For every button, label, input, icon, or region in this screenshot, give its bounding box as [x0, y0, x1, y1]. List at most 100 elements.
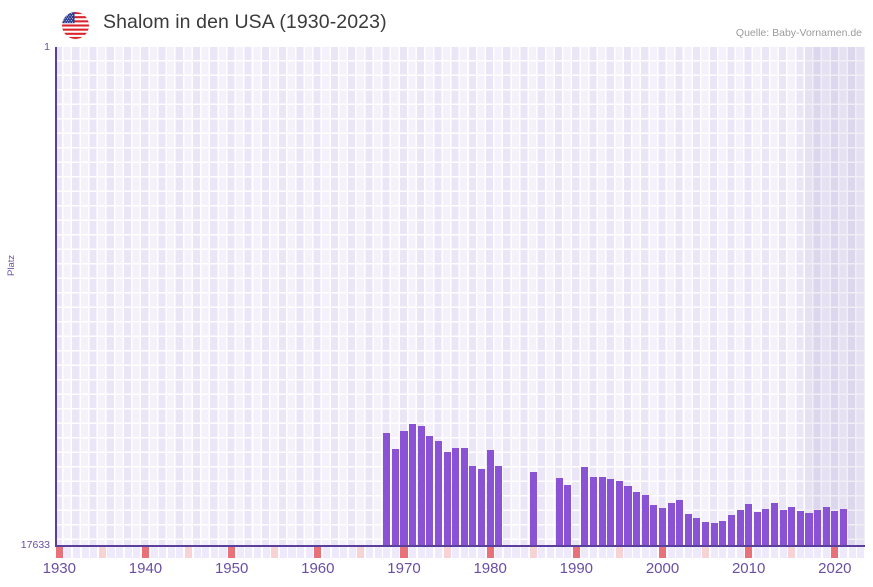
x-axis-tick [805, 547, 813, 558]
x-axis-tick [107, 547, 115, 558]
y-axis-line [55, 47, 57, 545]
x-axis-tick [650, 547, 658, 558]
x-axis-tick [693, 547, 701, 558]
x-axis-tick [81, 547, 89, 558]
bar [478, 468, 486, 545]
x-axis-tick [176, 547, 184, 558]
x-axis-tick [503, 547, 511, 558]
x-axis-tick-label: 1990 [559, 560, 594, 577]
bar [434, 441, 442, 545]
bar [417, 426, 425, 545]
x-axis-tick [391, 547, 399, 558]
bar [598, 477, 606, 545]
x-axis-tick [495, 547, 503, 558]
x-axis-tick [719, 547, 727, 558]
x-axis-tick [822, 547, 830, 558]
bar [684, 513, 692, 545]
x-axis-tick [236, 547, 244, 558]
x-axis-tick [581, 547, 589, 558]
bar [719, 520, 727, 545]
x-axis-tick [598, 547, 606, 558]
x-axis-tick-label: 1950 [214, 560, 249, 577]
bar [839, 509, 847, 545]
plot-area [55, 47, 865, 545]
x-axis-tick [788, 547, 796, 558]
x-axis-labels: 1930 1940 1950 1960 1970 1980 1990 2000 2010 2020 [43, 560, 865, 585]
bar [779, 510, 787, 545]
bar [676, 500, 684, 545]
bar [770, 503, 779, 545]
bar [452, 447, 460, 545]
x-axis-tick [417, 547, 425, 558]
x-axis-tick [607, 547, 615, 558]
x-axis-tick [667, 547, 675, 558]
bar [710, 522, 718, 545]
y-axis-max-label-wrap: 1 [0, 42, 50, 54]
x-axis-tick [185, 547, 193, 558]
bar [641, 495, 649, 545]
x-axis-tick [624, 547, 632, 558]
x-axis-tick [452, 547, 460, 558]
x-axis-tick [745, 547, 753, 558]
x-axis-tick [460, 547, 468, 558]
x-axis-tick [555, 547, 563, 558]
y-axis-max-label: 1 [44, 41, 50, 53]
x-axis-tick [141, 547, 150, 558]
x-axis-tick-label: 1970 [387, 560, 421, 577]
x-axis-tick [322, 547, 330, 558]
y-axis-min-label: 17633 [20, 538, 50, 551]
x-axis-tick [90, 547, 98, 558]
bar [796, 510, 804, 545]
x-axis-tick [796, 547, 804, 558]
bar [564, 485, 572, 545]
x-axis-tick [253, 547, 262, 558]
x-axis-tick [305, 547, 313, 558]
bar [495, 466, 503, 545]
x-axis-tick [202, 547, 210, 558]
bar [727, 514, 735, 545]
x-axis-tick [521, 547, 529, 558]
bar [409, 424, 417, 545]
x-axis-tick [814, 547, 822, 558]
x-axis-tick [512, 547, 520, 558]
x-axis-tick [702, 547, 710, 558]
x-axis-tick [546, 547, 555, 558]
x-axis-tick [124, 547, 132, 558]
x-axis-tick [150, 547, 158, 558]
x-axis-tick-label: 2020 [818, 560, 852, 577]
bar [400, 431, 408, 545]
bar [486, 450, 494, 545]
y-axis-title: Platz [6, 254, 17, 276]
bar [822, 506, 830, 545]
x-axis-tick [590, 547, 598, 558]
bar [615, 481, 623, 545]
x-axis-tick-label: 2010 [731, 560, 766, 577]
bar [469, 466, 477, 545]
x-axis-tick [641, 547, 649, 558]
x-axis-tick-label: 1960 [301, 560, 335, 577]
x-axis-tick [443, 547, 451, 558]
x-axis-tick [684, 547, 692, 558]
bar [650, 504, 658, 545]
x-axis-tick-label: 1930 [42, 560, 76, 577]
x-axis-tick [736, 547, 744, 558]
x-axis-tick [615, 547, 623, 558]
x-axis-tick [676, 547, 684, 558]
x-axis-ticks [55, 547, 865, 558]
grid-lines [55, 47, 865, 545]
x-axis-tick [279, 547, 287, 558]
x-axis-tick [159, 547, 167, 558]
x-axis-tick [383, 547, 391, 558]
x-axis-tick [357, 547, 365, 558]
bar [736, 509, 744, 545]
bar [814, 510, 822, 545]
bar [460, 447, 468, 545]
chart-header: Shalom in den USA (1930-2023) Quelle: Ba… [0, 0, 873, 47]
source-attribution: Quelle: Baby-Vornamen.de [735, 27, 862, 39]
bar [753, 511, 761, 545]
bar [581, 466, 589, 545]
x-axis-tick [426, 547, 434, 558]
x-axis-tick [770, 547, 779, 558]
bar [426, 436, 434, 545]
